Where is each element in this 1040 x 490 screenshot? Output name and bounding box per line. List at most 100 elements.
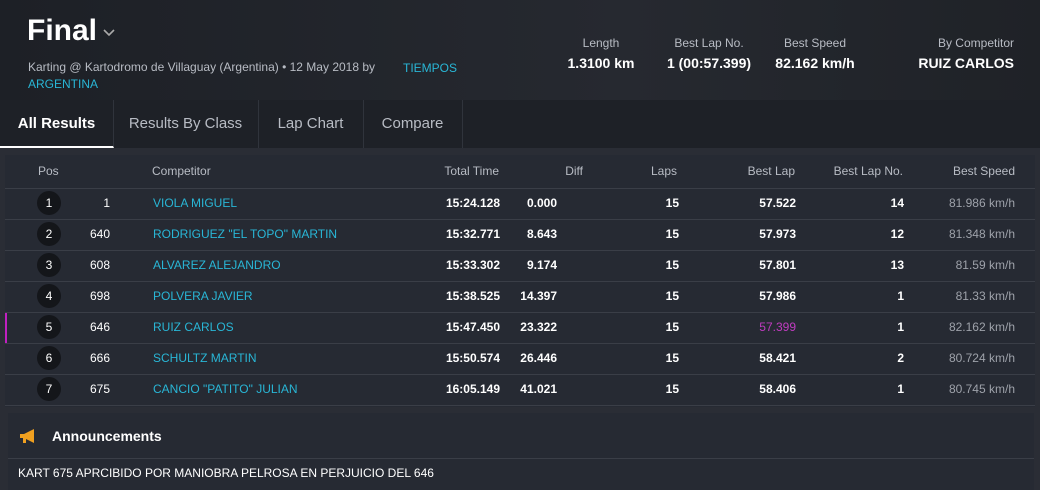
- column-header: Pos: [38, 164, 59, 178]
- column-header: Competitor: [152, 164, 211, 178]
- number: 608: [89, 258, 110, 272]
- laps: 15: [665, 196, 679, 210]
- best-speed: 81.59 km/h: [955, 258, 1015, 272]
- organizer-link[interactable]: TIEMPOS ARGENTINA: [28, 61, 458, 91]
- number: 640: [89, 227, 110, 241]
- laps: 15: [665, 258, 679, 272]
- position: 4: [37, 284, 61, 308]
- laps: 15: [665, 227, 679, 241]
- laps: 15: [665, 382, 679, 396]
- total-time: 15:38.525: [445, 289, 500, 303]
- total-time: 15:24.128: [445, 196, 500, 210]
- best-lap-no: 12: [890, 227, 904, 241]
- stat-label: Best Lap No.: [674, 36, 744, 50]
- stat-value: 1 (00:57.399): [666, 55, 752, 71]
- tab[interactable]: Results By Class: [113, 100, 259, 148]
- laps: 15: [665, 289, 679, 303]
- row-line: [5, 374, 1035, 375]
- number: 666: [89, 351, 110, 365]
- number: 646: [89, 320, 110, 334]
- column-header: Total Time: [444, 164, 499, 178]
- stat-value: RUIZ CARLOS: [918, 55, 1014, 71]
- header-line: [5, 188, 1035, 189]
- best-lap-no: 14: [890, 196, 904, 210]
- subtitle: Karting @ Kartodromo de Villaguay (Argen…: [28, 60, 376, 74]
- number: 698: [89, 289, 110, 303]
- best-lap-no: 1: [897, 289, 904, 303]
- row-line: [5, 281, 1035, 282]
- diff: 23.322: [520, 320, 557, 334]
- row-highlight: [5, 313, 7, 343]
- announcements-panel: [8, 413, 1034, 490]
- best-lap: 57.973: [759, 227, 796, 241]
- competitor[interactable]: VIOLA MIGUEL: [153, 196, 238, 210]
- tab[interactable]: All Results: [0, 100, 114, 148]
- diff: 14.397: [520, 289, 557, 303]
- column-header: Diff: [565, 164, 583, 178]
- column-header: Laps: [650, 164, 677, 178]
- column-header: Best Speed: [952, 164, 1015, 178]
- best-speed: 81.986 km/h: [948, 196, 1015, 210]
- best-lap-no: 2: [897, 351, 904, 365]
- announcements-title: Announcements: [52, 428, 162, 444]
- competitor[interactable]: SCHULTZ MARTIN: [153, 351, 257, 365]
- diff: 41.021: [520, 382, 557, 396]
- number: 675: [89, 382, 110, 396]
- position: 3: [37, 253, 61, 277]
- stat-label: Best Speed: [783, 36, 847, 50]
- position: 5: [37, 315, 61, 339]
- row-line: [5, 343, 1035, 344]
- best-speed: 81.348 km/h: [948, 227, 1015, 241]
- row-line: [5, 250, 1035, 251]
- best-lap: 58.406: [759, 382, 796, 396]
- best-lap-no: 1: [897, 382, 904, 396]
- competitor[interactable]: ALVAREZ ALEJANDRO: [153, 258, 281, 272]
- stat-value: 1.3100 km: [567, 55, 635, 71]
- megaphone-icon: [20, 429, 34, 443]
- announcement: KART 675 APRCIBIDO POR MANIOBRA PELROSA …: [18, 466, 434, 480]
- competitor[interactable]: RODRIGUEZ "EL TOPO" MARTIN: [153, 227, 338, 241]
- best-lap: 58.421: [759, 351, 796, 365]
- total-time: 15:32.771: [445, 227, 500, 241]
- diff: 8.643: [526, 227, 557, 241]
- dropdown-icon[interactable]: [102, 28, 116, 38]
- row-line: [5, 405, 1035, 406]
- best-lap: 57.986: [759, 289, 796, 303]
- divider: [8, 458, 1034, 459]
- row-line: [5, 219, 1035, 220]
- title: Final: [27, 14, 98, 47]
- stat-value: 82.162 km/h: [775, 55, 855, 71]
- best-speed: 82.162 km/h: [948, 320, 1015, 334]
- position: 7: [37, 377, 61, 401]
- position: 6: [37, 346, 61, 370]
- column-header: Best Lap: [747, 164, 795, 178]
- header: [0, 0, 1040, 100]
- stat-label: By Competitor: [937, 36, 1014, 50]
- competitor[interactable]: POLVERA JAVIER: [153, 289, 253, 303]
- best-lap: 57.522: [759, 196, 796, 210]
- diff: 9.174: [526, 258, 557, 272]
- diff: 26.446: [520, 351, 557, 365]
- best-lap-no: 1: [897, 320, 904, 334]
- tab[interactable]: Lap Chart: [258, 100, 364, 148]
- best-speed: 80.745 km/h: [948, 382, 1015, 396]
- best-lap: 57.399: [759, 320, 796, 334]
- column-header: Best Lap No.: [833, 164, 903, 178]
- best-speed: 80.724 km/h: [948, 351, 1015, 365]
- total-time: 15:50.574: [445, 351, 500, 365]
- tab[interactable]: Compare: [363, 100, 463, 148]
- competitor[interactable]: CANCIO "PATITO" JULIAN: [153, 382, 298, 396]
- position: 1: [37, 191, 61, 215]
- total-time: 15:47.450: [445, 320, 500, 334]
- tab-bar: [0, 100, 1040, 148]
- diff: 0.000: [526, 196, 557, 210]
- total-time: 15:33.302: [445, 258, 500, 272]
- laps: 15: [665, 320, 679, 334]
- competitor[interactable]: RUIZ CARLOS: [153, 320, 234, 334]
- total-time: 16:05.149: [445, 382, 500, 396]
- row-line: [5, 312, 1035, 313]
- stat-label: Length: [582, 36, 620, 50]
- best-lap-no: 13: [890, 258, 904, 272]
- laps: 15: [665, 351, 679, 365]
- best-lap: 57.801: [759, 258, 796, 272]
